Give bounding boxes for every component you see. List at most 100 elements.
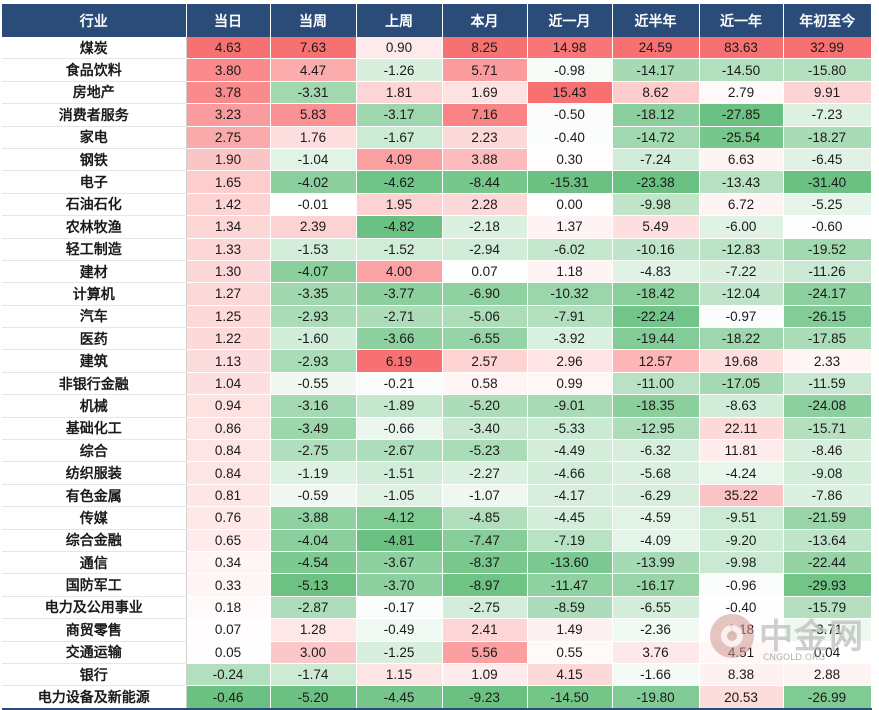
heatmap-cell: -15.79 xyxy=(783,596,872,620)
heatmap-cell: 1.18 xyxy=(699,618,784,642)
heatmap-cell: 4.15 xyxy=(527,663,613,687)
heatmap-cell: -26.15 xyxy=(783,305,872,329)
heatmap-cell: -7.86 xyxy=(783,484,872,508)
heatmap-cell: -5.20 xyxy=(442,394,528,418)
table-row: 国防军工 0.33 -5.13 -3.70 -8.97 -11.47 -16.17 -0.96… xyxy=(2,573,872,597)
heatmap-cell: 32.99 xyxy=(783,37,872,60)
heatmap-cell: 0.33 xyxy=(186,573,271,597)
heatmap-cell: 1.15 xyxy=(356,663,443,687)
industry-name: 轻工制造 xyxy=(2,238,187,261)
heatmap-cell: -19.52 xyxy=(783,238,872,261)
heatmap-cell: 4.51 xyxy=(699,641,784,664)
heatmap-cell: -4.09 xyxy=(612,529,700,552)
table-row: 石油石化 1.42 -0.01 1.95 2.28 0.00 -9.98 6.72 -5.25 xyxy=(2,193,872,217)
heatmap-cell: -10.16 xyxy=(612,238,700,261)
heatmap-cell: -5.68 xyxy=(612,461,700,485)
industry-name: 石油石化 xyxy=(2,193,187,217)
heatmap-cell: -11.26 xyxy=(783,260,872,284)
heatmap-cell: -3.35 xyxy=(270,282,357,306)
heatmap-cell: -7.22 xyxy=(699,260,784,284)
heatmap-cell: -0.50 xyxy=(527,103,613,127)
column-header-4: 本月 xyxy=(442,4,528,37)
heatmap-cell: 1.25 xyxy=(186,305,271,329)
heatmap-cell: -2.93 xyxy=(270,349,357,373)
heatmap-cell: -3.71 xyxy=(783,618,872,642)
heatmap-cell: -7.47 xyxy=(442,529,528,552)
heatmap-cell: -14.72 xyxy=(612,126,700,149)
heatmap-cell: -3.66 xyxy=(356,327,443,351)
heatmap-cell: 1.95 xyxy=(356,193,443,217)
heatmap-cell: -0.97 xyxy=(699,305,784,329)
heatmap-cell: 11.81 xyxy=(699,439,784,463)
heatmap-cell: -7.23 xyxy=(783,103,872,127)
heatmap-cell: 0.99 xyxy=(527,372,613,396)
column-header-6: 近半年 xyxy=(612,4,700,37)
heatmap-cell: -3.88 xyxy=(270,506,357,530)
heatmap-cell: -2.71 xyxy=(356,305,443,329)
heatmap-cell: -4.59 xyxy=(612,506,700,530)
industry-name: 交通运输 xyxy=(2,641,187,664)
heatmap-cell: -13.64 xyxy=(783,529,872,552)
heatmap-cell: -18.27 xyxy=(783,126,872,149)
heatmap-cell: -7.19 xyxy=(527,529,613,552)
heatmap-cell: -25.54 xyxy=(699,126,784,149)
heatmap-cell: -6.55 xyxy=(442,327,528,351)
industry-name: 汽车 xyxy=(2,305,187,329)
heatmap-cell: 6.72 xyxy=(699,193,784,217)
heatmap-cell: -10.32 xyxy=(527,282,613,306)
column-header-7: 近一年 xyxy=(699,4,784,37)
column-header-8: 年初至今 xyxy=(783,4,871,37)
industry-name: 综合 xyxy=(2,439,187,463)
heatmap-cell: 1.37 xyxy=(527,215,613,239)
heatmap-cell: -4.54 xyxy=(270,551,357,575)
industry-name: 建筑 xyxy=(2,349,187,373)
heatmap-cell: 9.91 xyxy=(783,81,872,105)
table-row: 通信 0.34 -4.54 -3.67 -8.37 -13.60 -13.99 -9.98 -2… xyxy=(2,551,872,575)
heatmap-cell: 2.23 xyxy=(442,126,528,149)
heatmap-cell: -19.44 xyxy=(612,327,700,351)
industry-name: 纺织服装 xyxy=(2,461,187,485)
heatmap-cell: -5.06 xyxy=(442,305,528,329)
heatmap-cell: -4.04 xyxy=(270,529,357,552)
table-row: 建筑 1.13 -2.93 6.19 2.57 2.96 12.57 19.68 2.33 xyxy=(2,349,872,373)
heatmap-cell: 4.00 xyxy=(356,260,443,284)
heatmap-cell: 1.27 xyxy=(186,282,271,306)
heatmap-cell: 0.81 xyxy=(186,484,271,508)
industry-name: 房地产 xyxy=(2,81,187,105)
column-header-2: 当周 xyxy=(270,4,357,37)
heatmap-cell: -0.40 xyxy=(527,126,613,149)
table-row: 综合金融 0.65 -4.04 -4.81 -7.47 -7.19 -4.09 -9.20 -1… xyxy=(2,529,872,552)
industry-name: 基础化工 xyxy=(2,417,187,441)
column-header-5: 近一月 xyxy=(527,4,613,37)
heatmap-cell: -0.60 xyxy=(783,215,872,239)
heatmap-cell: -6.29 xyxy=(612,484,700,508)
industry-name: 电子 xyxy=(2,170,187,194)
heatmap-cell: -6.90 xyxy=(442,282,528,306)
heatmap-cell: -0.21 xyxy=(356,372,443,396)
heatmap-cell: -4.12 xyxy=(356,506,443,530)
heatmap-cell: -3.49 xyxy=(270,417,357,441)
heatmap-cell: 4.47 xyxy=(270,58,357,82)
heatmap-cell: -26.99 xyxy=(783,685,872,710)
heatmap-cell: 5.49 xyxy=(612,215,700,239)
heatmap-cell: 0.30 xyxy=(527,148,613,172)
heatmap-cell: 0.07 xyxy=(442,260,528,284)
heatmap-cell: -6.45 xyxy=(783,148,872,172)
heatmap-cell: -2.93 xyxy=(270,305,357,329)
heatmap-cell: -16.17 xyxy=(612,573,700,597)
table-row: 非银行金融 1.04 -0.55 -0.21 0.58 0.99 -11.00 -17.05-… xyxy=(2,372,872,396)
heatmap-cell: 2.75 xyxy=(186,126,271,149)
heatmap-cell: -0.17 xyxy=(356,596,443,620)
industry-name: 医药 xyxy=(2,327,187,351)
industry-name: 家电 xyxy=(2,126,187,149)
heatmap-cell: -1.04 xyxy=(270,148,357,172)
heatmap-cell: 14.98 xyxy=(527,37,613,60)
heatmap-cell: -6.02 xyxy=(527,238,613,261)
heatmap-cell: -8.63 xyxy=(699,394,784,418)
table-row: 医药 1.22 -1.60 -3.66 -6.55 -3.92 -19.44 -18.22 -1… xyxy=(2,327,872,351)
industry-name: 商贸零售 xyxy=(2,618,187,642)
heatmap-cell: 2.88 xyxy=(783,663,872,687)
heatmap-cell: 0.55 xyxy=(527,641,613,664)
heatmap-cell: 2.33 xyxy=(783,349,872,373)
column-header-1: 当日 xyxy=(186,4,271,37)
